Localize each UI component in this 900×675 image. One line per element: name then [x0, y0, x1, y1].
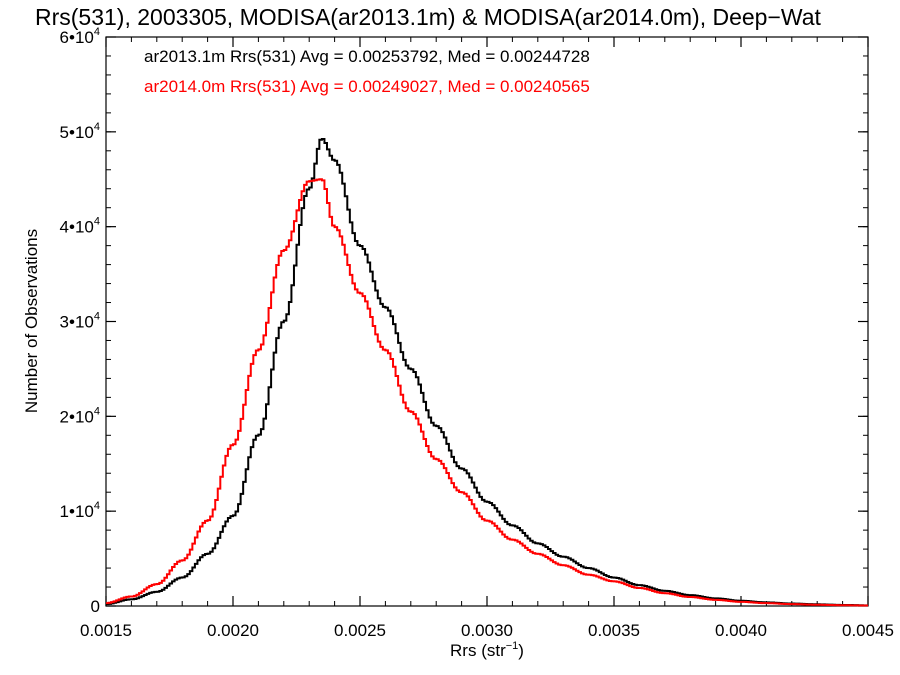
series-layer — [106, 138, 868, 607]
legend: ar2013.1m Rrs(531) Avg = 0.00253792, Med… — [144, 47, 590, 96]
y-tick-label: 3•104 — [60, 311, 100, 332]
chart-title: Rrs(531), 2003305, MODISA(ar2013.1m) & M… — [35, 4, 822, 30]
legend-entry: ar2014.0m Rrs(531) Avg = 0.00249027, Med… — [144, 77, 590, 96]
series-line-1 — [106, 178, 868, 607]
x-tick-label: 0.0020 — [207, 621, 259, 640]
y-axis-ticks: 0 1•104 2•104 3•104 4•104 5•104 6•104 — [60, 26, 868, 616]
y-axis-label: Number of Observations — [22, 229, 41, 413]
y-tick-label: 0 — [91, 597, 100, 616]
x-axis-label: Rrs (str−1) — [450, 640, 524, 660]
y-tick-label: 5•104 — [60, 121, 100, 142]
x-tick-label: 0.0025 — [334, 621, 386, 640]
x-tick-label: 0.0045 — [842, 621, 894, 640]
series-line-0 — [106, 138, 868, 607]
x-tick-label: 0.0035 — [588, 621, 640, 640]
x-tick-label: 0.0040 — [715, 621, 767, 640]
y-tick-label: 4•104 — [60, 216, 100, 237]
y-tick-label: 1•104 — [60, 500, 100, 521]
x-axis-ticks: 0.0015 0.0020 0.0025 0.0030 0.0035 0.0040 0.00… — [80, 37, 894, 640]
x-tick-label: 0.0015 — [80, 621, 132, 640]
y-tick-label: 2•104 — [60, 405, 100, 426]
legend-entry: ar2013.1m Rrs(531) Avg = 0.00253792, Med… — [144, 47, 590, 66]
y-tick-label: 6•104 — [60, 26, 100, 47]
x-tick-label: 0.0030 — [461, 621, 513, 640]
